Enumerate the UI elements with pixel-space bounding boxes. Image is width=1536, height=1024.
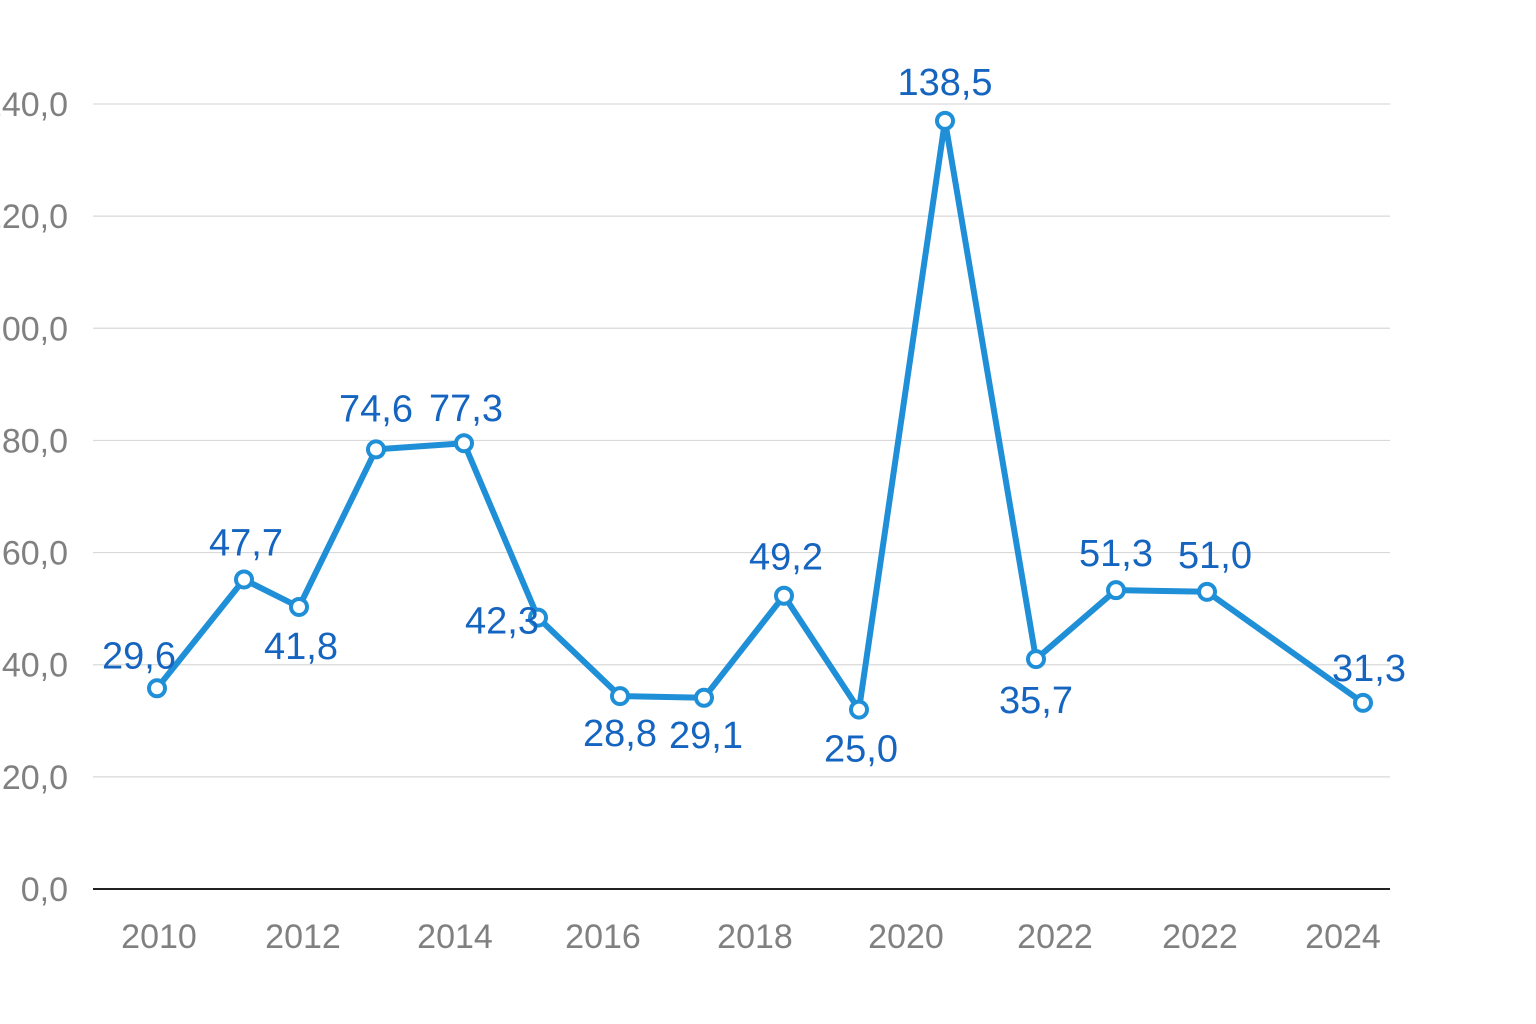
data-label: 51,0	[1178, 535, 1252, 577]
data-label: 25,0	[824, 729, 898, 771]
data-label: 49,2	[749, 537, 823, 579]
data-point-marker	[454, 433, 474, 454]
y-tick-label: 40,0	[2, 647, 68, 685]
data-point-marker	[366, 439, 386, 460]
x-tick-label: 2014	[417, 918, 493, 956]
x-tick-label: 2022	[1017, 918, 1093, 956]
y-tick-label: 20,0	[2, 759, 68, 797]
data-label: 138,5	[897, 62, 992, 104]
data-point-marker	[1106, 580, 1126, 601]
data-point-marker	[289, 596, 309, 617]
x-tick-label: 2016	[565, 918, 641, 956]
data-point-marker	[694, 687, 714, 708]
y-tick-label: 120,0	[0, 198, 68, 236]
data-label: 35,7	[999, 680, 1073, 722]
y-tick-label: 0,0	[21, 871, 68, 909]
y-axis-tick-labels: 0,0 20,0 40,0 60,0 80,0 100,0 120,0 140,0	[0, 86, 68, 909]
data-label: 42,3	[465, 601, 539, 643]
data-point-marker	[528, 607, 548, 628]
x-tick-label: 2018	[717, 918, 793, 956]
data-point-marker	[849, 699, 869, 720]
y-tick-label: 100,0	[0, 310, 68, 348]
data-label: 74,6	[339, 388, 413, 430]
data-point-marker	[1353, 692, 1373, 713]
data-labels: 29,6 47,7 41,8 74,6 77,3 42,3 28,8 29,1 49,2 25,0…	[102, 62, 1406, 771]
data-point-markers	[147, 110, 1373, 720]
data-label: 77,3	[429, 388, 503, 430]
series-line	[154, 117, 1366, 713]
y-tick-label: 80,0	[2, 422, 68, 460]
data-label: 29,1	[669, 715, 743, 757]
data-point-marker	[935, 110, 955, 131]
data-label: 28,8	[583, 713, 657, 755]
data-point-marker	[1026, 649, 1046, 670]
x-tick-label: 2024	[1305, 918, 1381, 956]
data-label: 31,3	[1332, 648, 1406, 690]
x-tick-label: 2012	[265, 918, 341, 956]
x-tick-label: 2020	[868, 918, 944, 956]
data-label: 51,3	[1079, 533, 1153, 575]
x-axis-tick-labels: 2010 2012 2014 2016 2018 2020 2022 2022 2024	[121, 918, 1381, 956]
x-tick-label: 2022	[1162, 918, 1238, 956]
data-label: 47,7	[209, 522, 283, 564]
x-tick-label: 2010	[121, 918, 197, 956]
data-point-marker	[234, 569, 254, 590]
data-label: 41,8	[264, 626, 338, 668]
y-tick-label: 140,0	[0, 86, 68, 124]
data-point-marker	[610, 686, 630, 707]
gridlines	[93, 103, 1390, 778]
data-point-marker	[774, 585, 794, 606]
data-label: 29,6	[102, 635, 176, 677]
y-tick-label: 60,0	[2, 535, 68, 573]
data-point-marker	[147, 678, 167, 699]
data-point-marker	[1197, 581, 1217, 602]
